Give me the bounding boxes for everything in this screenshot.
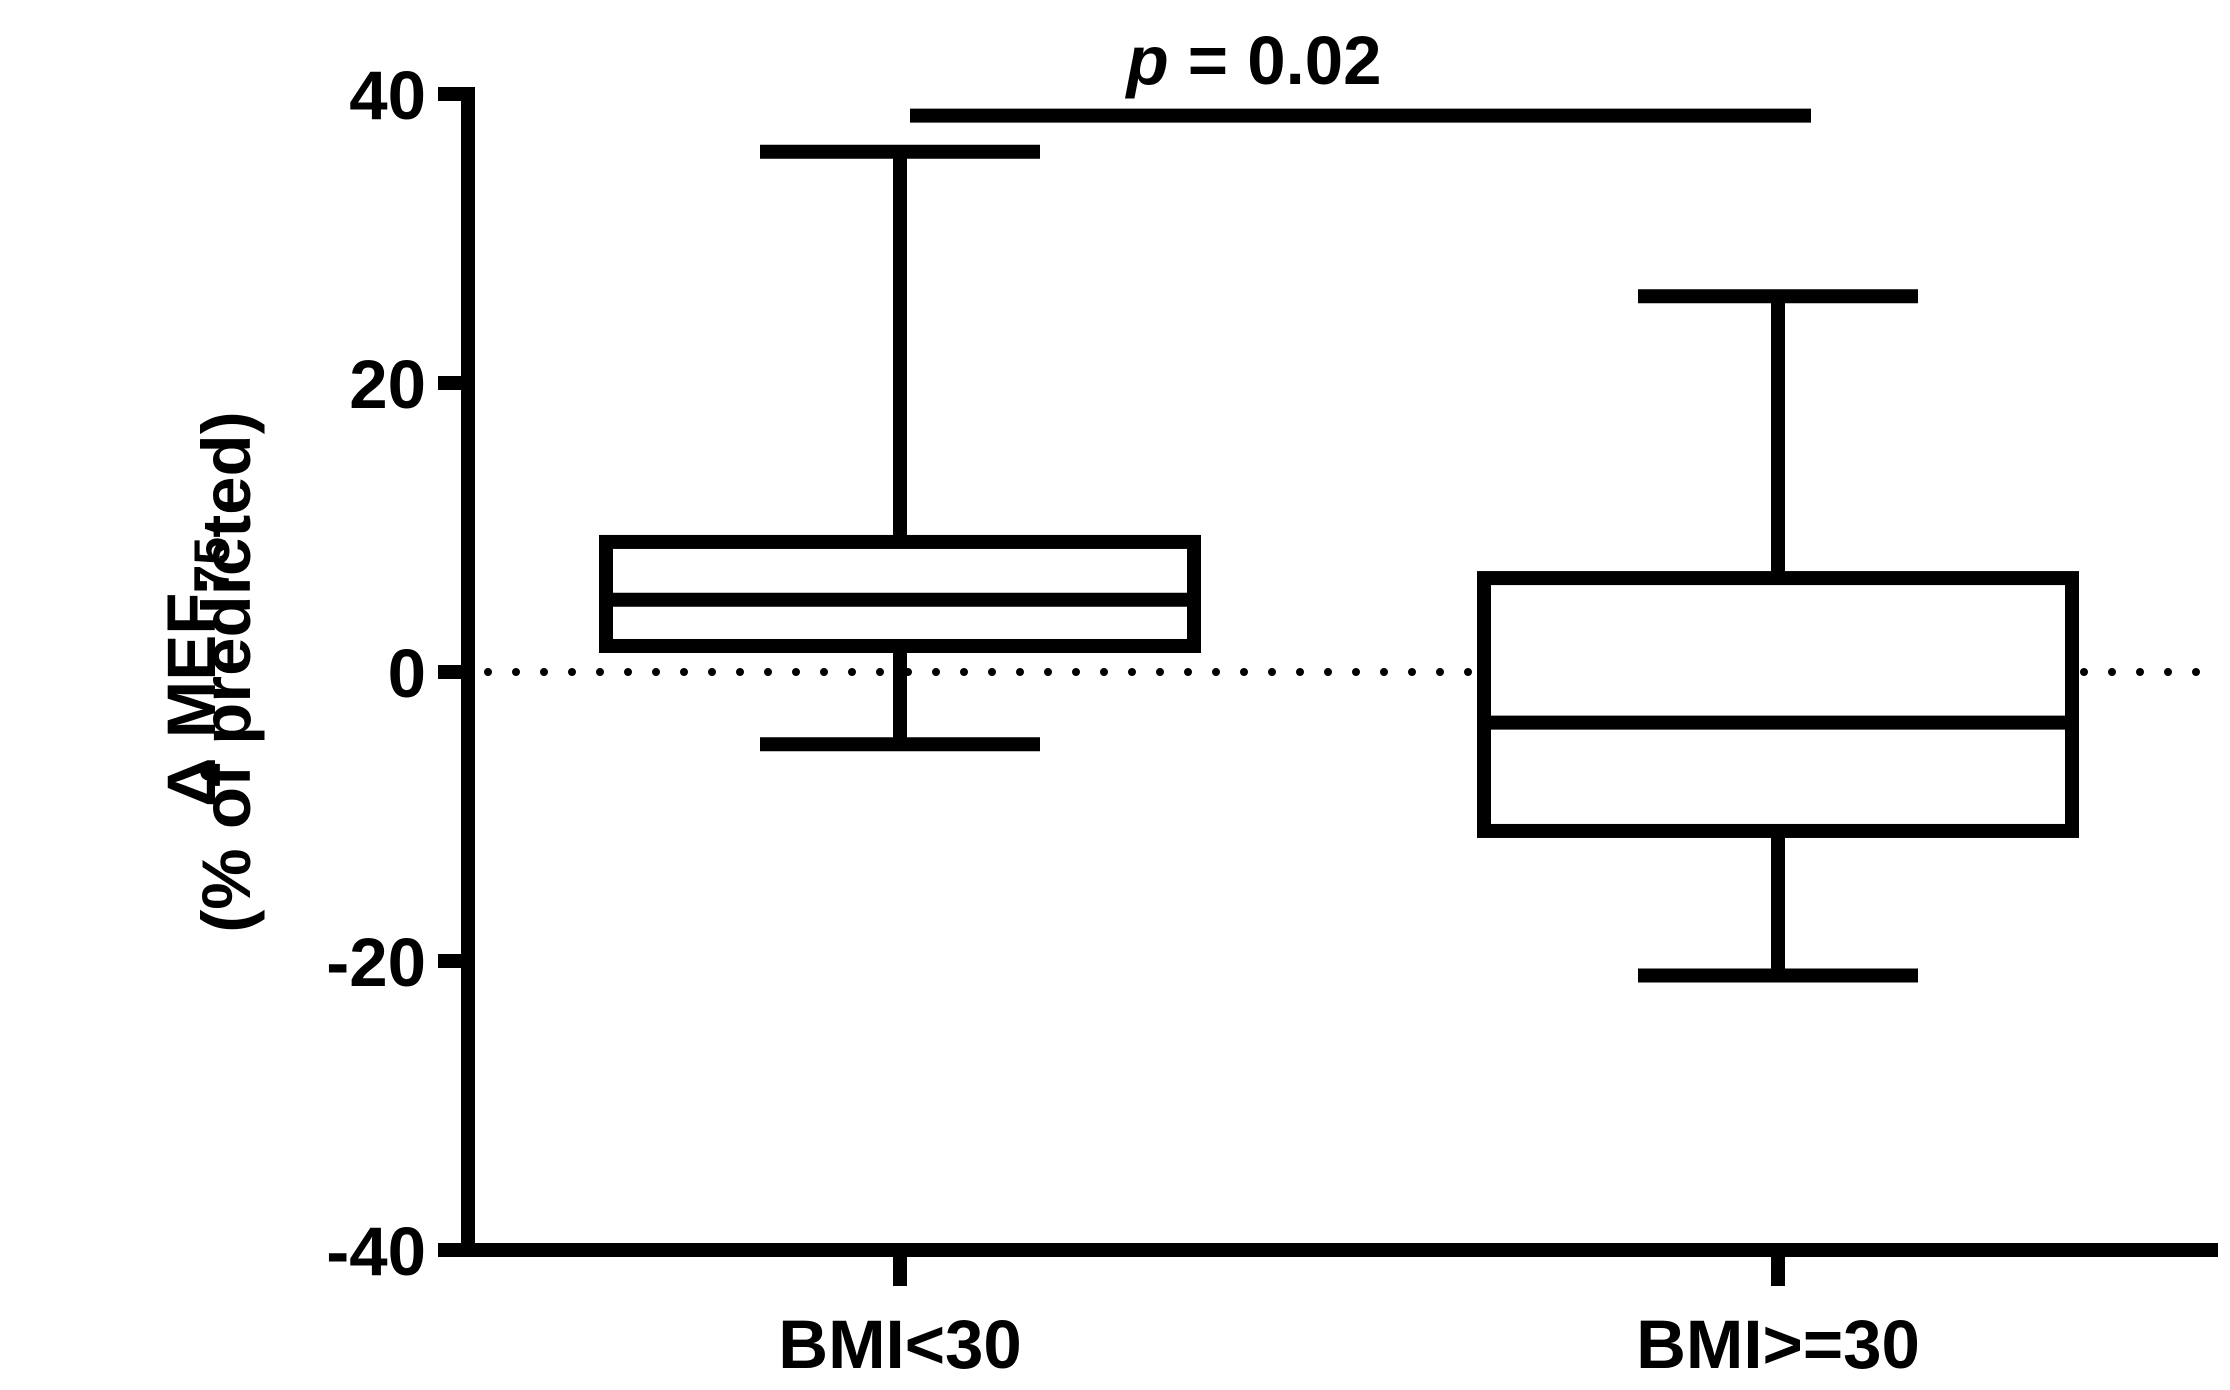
- y-tick-label: -40: [326, 1213, 426, 1290]
- x-tick-label: BMI>=30: [1636, 1306, 1920, 1383]
- x-tick-label: BMI<30: [778, 1306, 1022, 1383]
- significance-italic: p: [1124, 22, 1168, 99]
- y-label-main: Δ MEF: [153, 593, 230, 807]
- significance-label: p = 0.02: [1124, 22, 1381, 99]
- y-tick-label: 20: [349, 346, 426, 423]
- y-tick-label: 0: [388, 635, 426, 712]
- y-axis-label-line2: (% of predicted): [188, 411, 265, 932]
- y-axis-label: Δ MEF75: [153, 537, 240, 807]
- significance-text: = 0.02: [1188, 22, 1382, 99]
- y-label-subscript: 75: [184, 537, 240, 593]
- y-tick-label: 40: [349, 57, 426, 134]
- box: [1477, 571, 2079, 838]
- y-tick-label: -20: [326, 924, 426, 1001]
